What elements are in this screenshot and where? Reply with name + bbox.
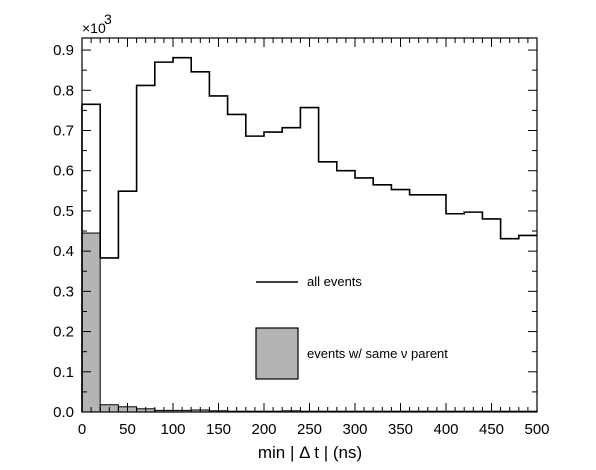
legend: all events events w/ same ν parent [255,274,448,380]
y-tick-label: 0.5 [53,203,74,220]
y-tick-label: 0.7 [53,122,74,139]
legend-label-all-events: all events [307,274,362,289]
x-tick-label: 150 [206,421,231,438]
y-tick-label: 0.4 [53,243,74,260]
legend-box-swatch [255,327,299,380]
y-tick-label: 0.0 [53,404,74,421]
x-tick-label: 500 [524,421,549,438]
x-tick-label: 50 [119,421,136,438]
all-events-histogram [81,56,537,412]
y-multiplier-exponent: 3 [104,11,112,27]
y-tick-label: 0.1 [53,364,74,381]
all-events-step-line [81,56,537,412]
axis-ticks [81,38,538,413]
same-parent-bar-0 [81,232,101,413]
x-tick-label: 300 [342,421,367,438]
x-tick-label: 400 [433,421,458,438]
x-axis-label: min | Δ t | (ns) [258,443,362,462]
y-tick-label: 0.9 [53,42,74,59]
y-tick-label: 0.3 [53,283,74,300]
x-tick-label: 450 [479,421,504,438]
y-multiplier: ×10 [82,20,106,36]
y-tick-label: 0.2 [53,324,74,341]
y-tick-label: 0.8 [53,82,74,99]
x-tick-label: 350 [388,421,413,438]
same-parent-histogram [81,232,538,413]
x-tick-label: 100 [160,421,185,438]
tick-labels: 0 50 100 150 200 250 300 350 400 450 500 0.0 0.1 0.2 0… [53,42,549,438]
x-tick-label: 250 [297,421,322,438]
legend-label-same-parent: events w/ same ν parent [307,346,448,361]
x-tick-label: 0 [78,421,86,438]
x-tick-label: 200 [251,421,276,438]
y-tick-label: 0.6 [53,163,74,180]
